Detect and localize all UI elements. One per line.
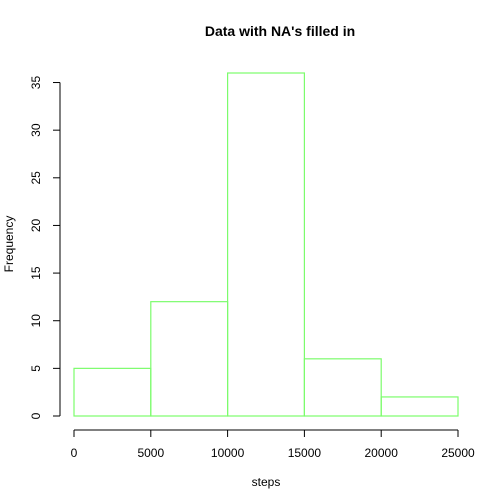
y-tick-label-7: 35 <box>29 76 43 90</box>
x-tick-label-2: 10000 <box>211 446 245 460</box>
x-tick-label-0: 0 <box>71 446 78 460</box>
x-axis: 0 5000 10000 15000 20000 25000 <box>71 429 475 460</box>
x-tick-label-5: 25000 <box>441 446 475 460</box>
y-tick-label-4: 20 <box>29 218 43 232</box>
chart-title: Data with NA's filled in <box>205 23 355 39</box>
y-tick-label-0: 0 <box>29 412 43 419</box>
y-tick-label-3: 15 <box>29 266 43 280</box>
histogram-bar-0 <box>73 367 152 417</box>
y-tick-label-6: 30 <box>29 123 43 137</box>
histogram-bar-2 <box>227 72 306 417</box>
x-tick-label-4: 20000 <box>365 446 399 460</box>
x-tick-label-1: 5000 <box>137 446 164 460</box>
y-tick-label-2: 10 <box>29 314 43 328</box>
histogram-bar-4 <box>380 396 459 417</box>
histogram-bar-3 <box>303 358 382 417</box>
bars-group <box>73 72 459 417</box>
x-axis-label: steps <box>252 475 281 489</box>
histogram-bar-1 <box>150 301 229 417</box>
x-tick-label-3: 15000 <box>288 446 322 460</box>
y-axis: 0 5 10 15 20 25 30 35 <box>29 76 61 419</box>
y-tick-label-1: 5 <box>29 365 43 372</box>
y-axis-label: Frequency <box>2 216 16 273</box>
y-tick-label-5: 25 <box>29 171 43 185</box>
